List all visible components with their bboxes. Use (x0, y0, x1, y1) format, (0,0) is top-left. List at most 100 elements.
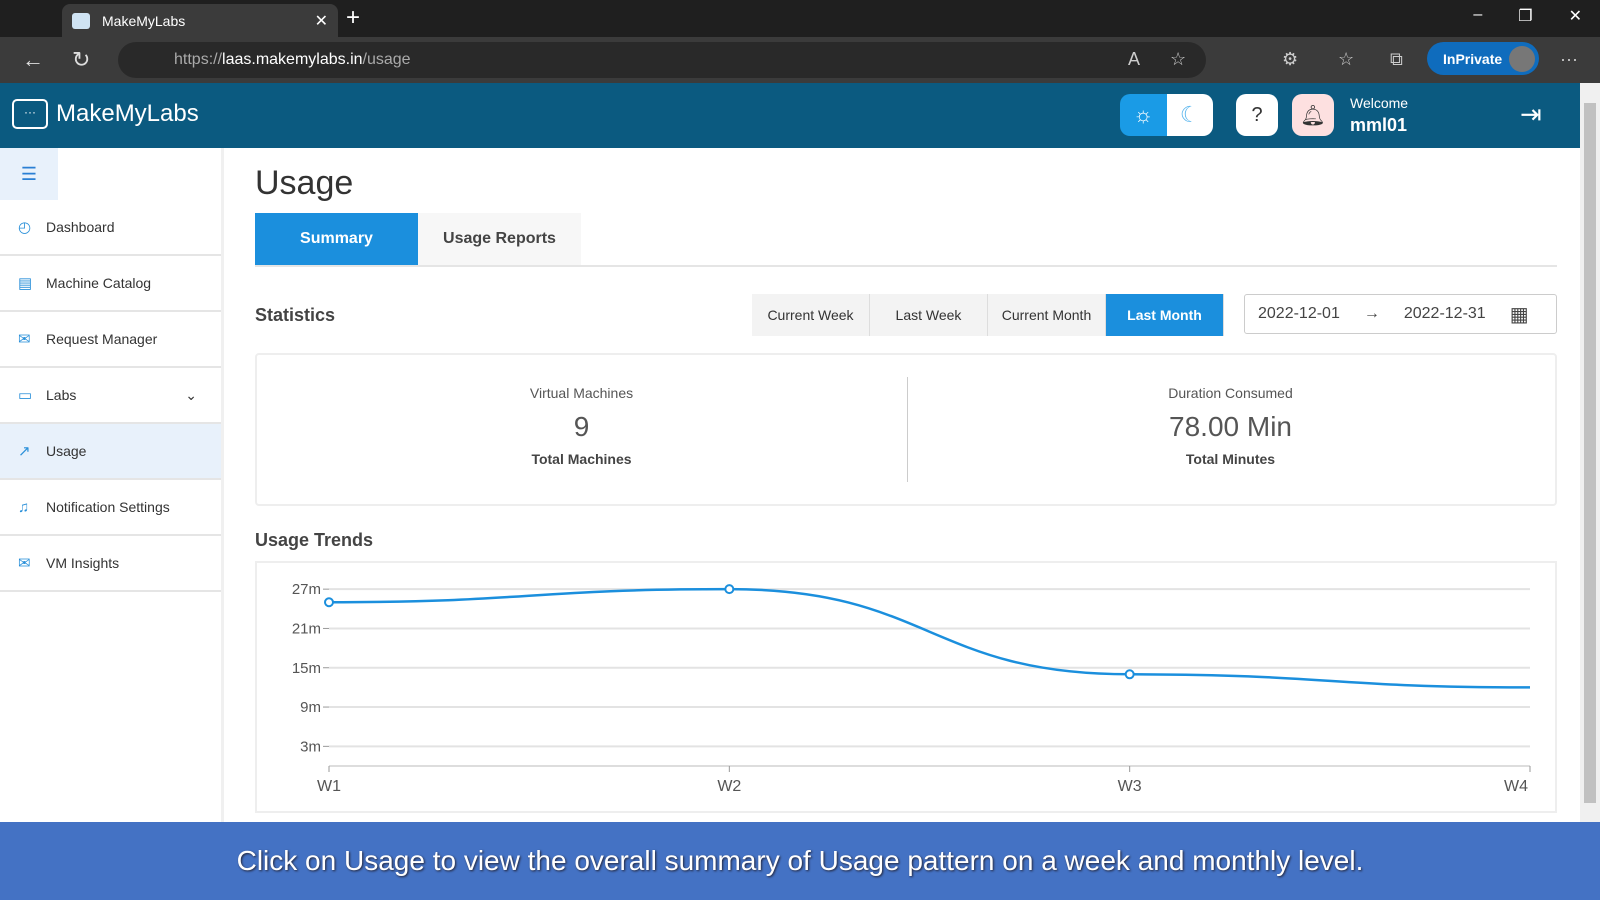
sidebar-item-request-manager[interactable]: ✉ Request Manager (0, 312, 221, 368)
chevron-down-icon[interactable]: ⌄ (185, 386, 197, 403)
moon-icon[interactable]: ☾ (1166, 94, 1213, 136)
statistics-heading: Statistics (255, 305, 336, 325)
inprivate-label: InPrivate (1443, 50, 1503, 67)
usage-trends-heading: Usage Trends (255, 530, 374, 550)
sidebar-item-label: Dashboard (46, 219, 115, 235)
sidebar-item-machine-catalog[interactable]: ▤ Machine Catalog (0, 256, 221, 312)
app-header: ··· MakeMyLabs ☼ ☾ ? 🔔︎ Welcome mml01 ⇥ (0, 83, 1580, 148)
sidebar-item-vm-insights[interactable]: ✉ VM Insights (0, 536, 221, 592)
period-last-week[interactable]: Last Week (870, 294, 988, 336)
usage-trends-chart: 3m 9m 15m 21m 27m W1 W2 W3 W4 (255, 561, 1557, 813)
minimize-icon[interactable]: – (1473, 6, 1483, 23)
more-icon[interactable]: ··· (1560, 49, 1578, 69)
sidebar-item-usage[interactable]: ↗ Usage (0, 424, 221, 480)
scrollbar[interactable] (1580, 83, 1600, 823)
close-tab-icon[interactable]: ✕ (314, 12, 328, 30)
url-host: laas.makemylabs.in (222, 51, 363, 68)
instruction-caption: Click on Usage to view the overall summa… (0, 822, 1600, 900)
page-title: Usage (255, 164, 354, 202)
back-icon[interactable]: ← (22, 47, 44, 72)
period-current-month[interactable]: Current Month (988, 294, 1106, 336)
sidebar-item-label: VM Insights (46, 555, 120, 571)
y-tick-label: 15m (292, 660, 321, 677)
restore-icon[interactable]: ❐ (1518, 8, 1533, 25)
mail-icon: ✉ (18, 331, 31, 348)
sidebar-item-label: Usage (46, 443, 87, 459)
summary-cards: Virtual Machines 9 Total Machines Duration… (255, 353, 1557, 506)
close-window-icon[interactable]: ✕ (1568, 8, 1582, 25)
x-tick-label: W1 (317, 778, 341, 795)
duration-value: 78.00 Min (1169, 411, 1292, 442)
theme-toggle[interactable]: ☼ ☾ (1120, 94, 1213, 136)
mail-icon: ✉ (18, 555, 31, 572)
divider (907, 377, 908, 482)
vm-label: Virtual Machines (529, 385, 634, 401)
bell-icon[interactable]: 🔔︎ (1292, 94, 1334, 136)
sidebar-item-labs[interactable]: ▭ Labs ⌄ (0, 368, 221, 424)
username: mml01 (1350, 115, 1408, 135)
browser-tab[interactable]: MakeMyLabs ✕ (62, 4, 338, 37)
duration-card: Duration Consumed 78.00 Min Total Minutes (906, 355, 1555, 504)
collections-icon[interactable]: ⧉ (1390, 49, 1403, 69)
y-tick-label: 21m (292, 620, 321, 637)
date-range-picker[interactable]: 2022-12-01 → 2022-12-31 ▦ (1244, 294, 1557, 334)
data-point (324, 597, 334, 608)
inprivate-button[interactable]: InPrivate (1427, 42, 1539, 75)
x-tick-label: W2 (717, 778, 741, 795)
sidebar-item-notification-settings[interactable]: ♫ Notification Settings (0, 480, 221, 536)
x-tick-label: W3 (1118, 778, 1142, 795)
sidebar-item-label: Request Manager (46, 331, 158, 347)
sun-icon[interactable]: ☼ (1120, 94, 1167, 136)
bell-icon: ♫ (18, 498, 30, 516)
vm-card: Virtual Machines 9 Total Machines (257, 355, 906, 504)
welcome-label: Welcome (1350, 95, 1409, 111)
url-input[interactable]: https://laas.makemylabs.in/usage (118, 42, 1206, 78)
favicon-icon (72, 12, 90, 29)
calendar-icon[interactable]: ▦ (1509, 303, 1529, 326)
series-line (328, 587, 1531, 689)
period-last-month[interactable]: Last Month (1106, 294, 1224, 336)
url-prefix: https:// (174, 51, 223, 68)
sidebar-item-label: Labs (46, 387, 77, 403)
refresh-icon[interactable]: ↻ (72, 47, 91, 72)
sidebar-item-label: Notification Settings (46, 499, 170, 515)
add-favorite-icon[interactable]: ☆ (1170, 49, 1187, 69)
data-point (724, 584, 735, 595)
dashboard-icon: ◴ (18, 219, 32, 236)
duration-sub: Total Minutes (1185, 451, 1276, 467)
catalog-icon: ▤ (18, 275, 33, 292)
tab-summary[interactable]: Summary (255, 213, 418, 265)
favorites-icon[interactable]: ☆ (1338, 49, 1355, 69)
tab-title: MakeMyLabs (102, 12, 186, 29)
chart-svg: 3m 9m 15m 21m 27m W1 W2 W3 W4 (292, 581, 1531, 795)
monitor-icon: ▭ (18, 387, 33, 404)
address-bar-row: ← ↻ https://laas.makemylabs.in/usage A ☆… (0, 37, 1600, 83)
brand-name: MakeMyLabs (56, 100, 199, 127)
monitor-logo-icon: ··· (12, 99, 48, 129)
vm-value: 9 (573, 411, 590, 442)
date-to[interactable]: 2022-12-31 (1403, 305, 1486, 322)
y-tick-label: 3m (300, 738, 321, 755)
menu-toggle-icon[interactable]: ☰ (0, 148, 58, 200)
logout-icon[interactable]: ⇥ (1520, 99, 1542, 129)
read-aloud-icon[interactable]: A (1128, 49, 1141, 69)
period-current-week[interactable]: Current Week (752, 294, 870, 336)
main-content: Usage Summary Usage Reports Statistics Cu… (255, 148, 1557, 813)
sidebar-item-dashboard[interactable]: ◴ Dashboard (0, 200, 221, 256)
sidebar: ☰ ◴ Dashboard ▤ Machine Catalog ✉ Request M… (0, 148, 224, 822)
new-tab-icon[interactable]: + (346, 4, 361, 31)
profile-avatar (1509, 46, 1535, 72)
date-from[interactable]: 2022-12-01 (1258, 305, 1340, 322)
x-tick-label: W4 (1504, 778, 1528, 795)
browser-tab-bar: MakeMyLabs ✕ + – ❐ ✕ (0, 0, 1600, 37)
sidebar-item-label: Machine Catalog (46, 275, 152, 291)
vm-sub: Total Machines (531, 451, 632, 467)
y-tick-label: 9m (300, 699, 321, 716)
extensions-icon[interactable]: ⚙ (1282, 49, 1299, 69)
help-icon[interactable]: ? (1236, 94, 1278, 136)
tab-usage-reports[interactable]: Usage Reports (418, 213, 581, 265)
y-tick-label: 27m (292, 581, 321, 598)
brand-logo[interactable]: ··· MakeMyLabs (12, 99, 199, 129)
arrow-right-icon: → (1363, 305, 1380, 322)
trend-icon: ↗ (18, 443, 31, 460)
